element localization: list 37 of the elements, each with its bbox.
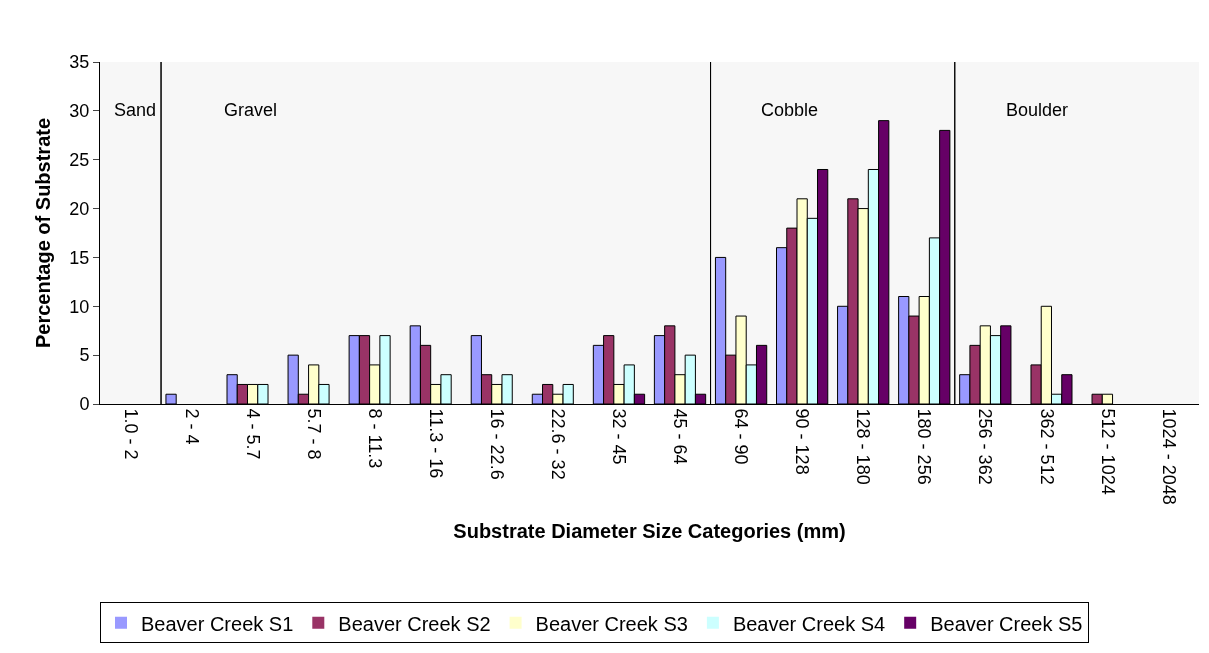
legend-label: Beaver Creek S2 xyxy=(338,612,491,635)
x-tick-label: 4 - 5.7 xyxy=(242,408,263,460)
y-tick-label: 35 xyxy=(69,52,90,73)
x-tick-label: 1.0 - 2 xyxy=(120,408,141,460)
band-label: Cobble xyxy=(761,100,819,120)
y-tick-label: 25 xyxy=(69,150,90,171)
x-axis-title: Substrate Diameter Size Categories (mm) xyxy=(453,520,846,543)
x-tick-label: 5.7 - 8 xyxy=(303,408,324,460)
x-tick-label: 22.6 - 32 xyxy=(548,408,569,480)
x-tick-label: 64 - 90 xyxy=(731,408,752,465)
y-axis-title: Percentage of Substrate xyxy=(32,117,54,349)
legend-label: Beaver Creek S5 xyxy=(930,612,1083,635)
y-tick-label: 15 xyxy=(69,247,90,268)
x-tick-label: 1024 - 2048 xyxy=(1158,408,1179,505)
legend-label: Beaver Creek S3 xyxy=(535,612,688,635)
band-label: Boulder xyxy=(1006,100,1069,120)
x-tick-label: 256 - 362 xyxy=(975,408,996,485)
y-tick-label: 20 xyxy=(69,198,90,219)
legend-label: Beaver Creek S1 xyxy=(141,612,294,635)
y-tick-label: 30 xyxy=(69,101,90,122)
band-label: Gravel xyxy=(224,100,278,120)
x-tick-label: 16 - 22.6 xyxy=(487,408,508,480)
x-tick-label: 362 - 512 xyxy=(1036,408,1057,485)
x-tick-label: 8 - 11.3 xyxy=(364,408,385,469)
x-tick-label: 11.3 - 16 xyxy=(425,408,446,479)
x-tick-label: 90 - 128 xyxy=(792,408,813,475)
band-label: Sand xyxy=(114,100,157,120)
x-tick-label: 180 - 256 xyxy=(914,408,935,485)
y-tick-label: 10 xyxy=(69,296,90,317)
x-tick-label: 128 - 180 xyxy=(853,408,874,485)
y-tick-label: 0 xyxy=(79,394,90,415)
x-tick-label: 2 - 4 xyxy=(181,408,202,445)
x-tick-label: 45 - 64 xyxy=(670,408,691,465)
legend-label: Beaver Creek S4 xyxy=(732,612,886,635)
y-tick-label: 5 xyxy=(79,345,90,366)
x-tick-label: 32 - 45 xyxy=(609,408,630,465)
x-tick-label: 512 - 1024 xyxy=(1097,408,1118,495)
